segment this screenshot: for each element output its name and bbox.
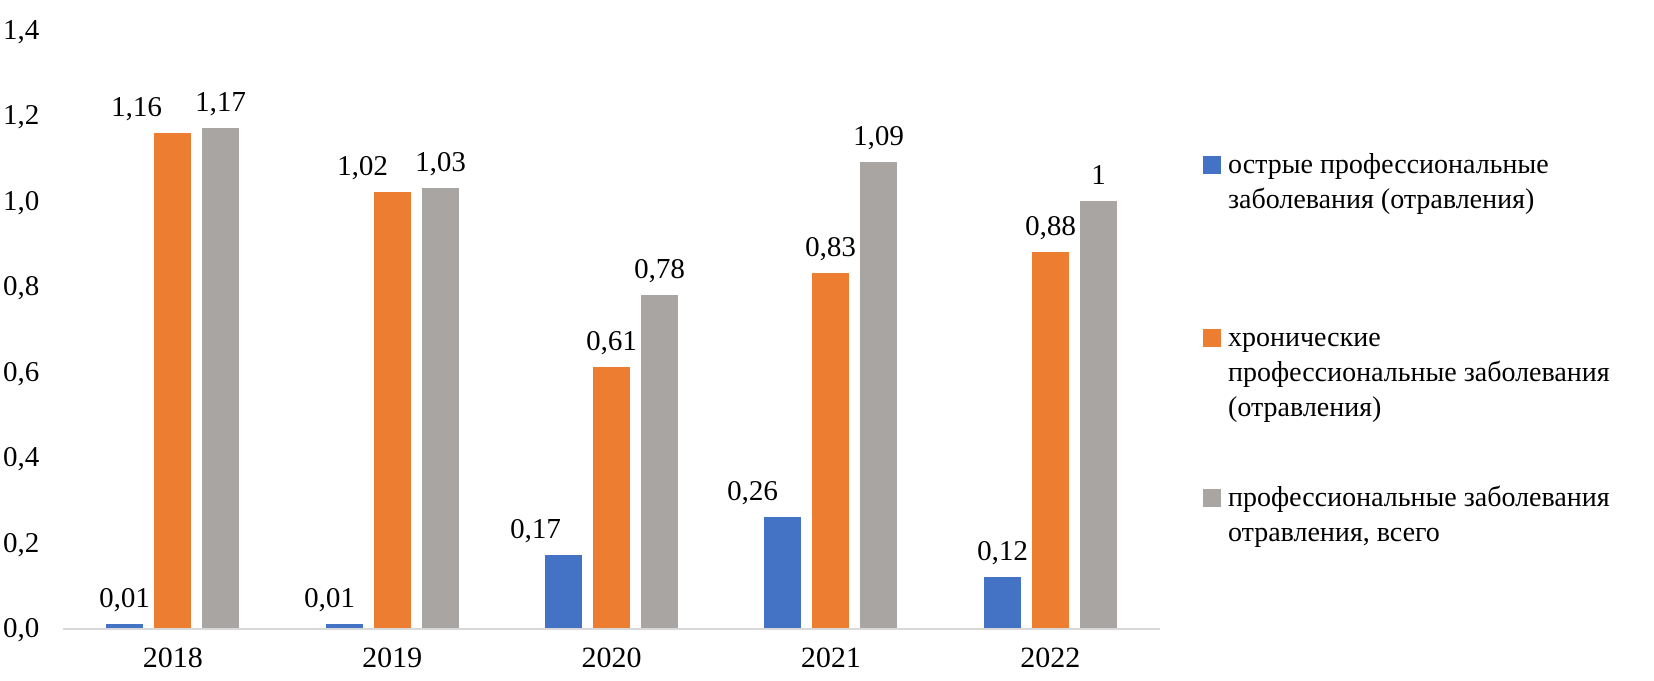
bar-2019-series0 (326, 624, 363, 628)
y-axis-tick-label: 1,2 (3, 99, 40, 132)
value-label: 0,12 (977, 535, 1028, 567)
y-axis-tick-label: 0,2 (3, 526, 40, 559)
legend-label: острые профессиональные заболевания (отр… (1228, 149, 1549, 215)
y-axis-tick-label: 0,6 (3, 355, 40, 388)
legend-item-1: хронические профессиональные заболевания… (1203, 320, 1654, 425)
value-label: 1,02 (337, 150, 388, 182)
value-label: 0,01 (99, 582, 150, 614)
bar-2019-series2 (422, 188, 459, 628)
y-axis-tick-label: 0,0 (3, 612, 40, 644)
bar-2022-series0 (984, 577, 1021, 628)
x-axis-line (63, 628, 1160, 630)
bar-2018-series0 (106, 624, 143, 628)
bar-2020-series1 (593, 367, 630, 628)
legend-color-swatch (1203, 156, 1221, 174)
value-label: 0,17 (510, 513, 561, 545)
value-label: 0,88 (1025, 210, 1076, 242)
legend-color-swatch (1203, 489, 1221, 507)
legend-item-2: профессиональные заболевания отравления,… (1203, 480, 1654, 550)
x-axis-category-label: 2020 (581, 641, 642, 674)
bar-2018-series1 (154, 133, 191, 628)
value-label: 0,61 (586, 325, 637, 357)
bar-2020-series2 (641, 295, 678, 628)
y-axis-tick-label: 0,8 (3, 270, 40, 303)
x-axis-category-label: 2019 (362, 641, 423, 674)
value-label: 1 (1091, 159, 1106, 191)
value-label: 1,03 (415, 146, 466, 178)
y-axis-tick-label: 1,0 (3, 184, 40, 217)
y-axis-tick-label: 1,4 (3, 14, 40, 46)
legend-color-swatch (1203, 329, 1221, 347)
legend-label: профессиональные заболевания отравления,… (1228, 482, 1610, 548)
value-label: 0,26 (727, 475, 778, 507)
value-label: 1,16 (111, 91, 162, 123)
value-label: 1,09 (853, 120, 904, 152)
bar-2021-series1 (812, 273, 849, 628)
legend-label: хронические профессиональные заболевания… (1228, 322, 1610, 423)
y-axis-tick-label: 0,4 (3, 441, 40, 474)
x-axis-category-label: 2022 (1020, 641, 1081, 674)
value-label: 0,78 (634, 253, 685, 285)
bar-2021-series2 (860, 162, 897, 628)
bar-2019-series1 (374, 192, 411, 628)
bar-2020-series0 (545, 555, 582, 628)
bar-2018-series2 (202, 128, 239, 628)
bar-2022-series1 (1032, 252, 1069, 628)
legend-item-0: острые профессиональные заболевания (отр… (1203, 147, 1654, 217)
x-axis-category-label: 2018 (142, 641, 203, 674)
bar-2021-series0 (764, 517, 801, 628)
value-label: 1,17 (195, 86, 246, 118)
bar-2022-series2 (1080, 201, 1117, 628)
value-label: 0,01 (304, 582, 355, 614)
x-axis-category-label: 2021 (800, 641, 861, 674)
value-label: 0,83 (805, 231, 856, 263)
